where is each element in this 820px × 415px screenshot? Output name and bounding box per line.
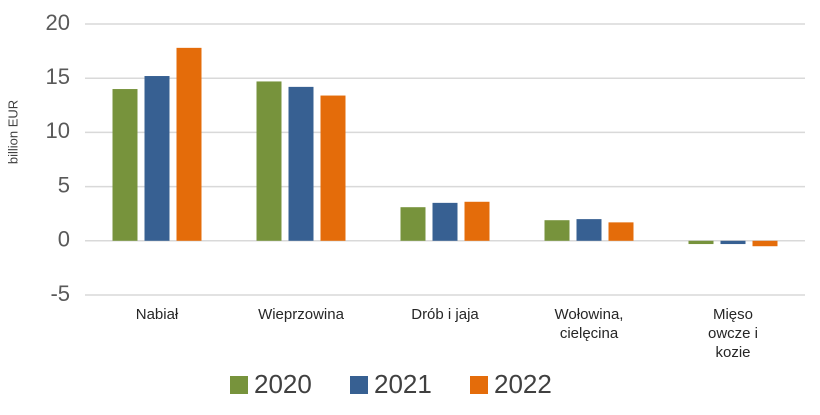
x-tick-label: Mięso owcze i kozie: [708, 306, 758, 361]
bar: [144, 76, 170, 241]
legend-swatch: [350, 376, 368, 394]
y-tick-label: 0: [58, 227, 70, 252]
y-tick-label: 20: [46, 10, 70, 35]
y-axis-label: billion EUR: [5, 100, 20, 164]
bar: [256, 81, 282, 241]
bar: [608, 222, 634, 241]
bar: [288, 86, 314, 241]
x-tick-label: Drób i jaja: [411, 306, 479, 323]
legend-label: 2020: [254, 369, 312, 399]
y-tick-label: 5: [58, 172, 70, 197]
x-tick-label: Wołowina, cielęcina: [555, 306, 624, 342]
bar: [752, 240, 778, 247]
bar: [688, 240, 714, 245]
legend-swatch: [470, 376, 488, 394]
legend-label: 2022: [494, 369, 552, 399]
x-tick-label: Wieprzowina: [258, 306, 345, 323]
bar: [544, 220, 570, 241]
bar: [176, 47, 202, 241]
y-tick-label: 10: [46, 118, 70, 143]
bar: [112, 89, 138, 241]
bar: [464, 201, 490, 241]
y-tick-label: 15: [46, 64, 70, 89]
bar: [720, 240, 746, 245]
bar: [576, 219, 602, 241]
y-tick-label: -5: [50, 281, 70, 306]
legend-label: 2021: [374, 369, 432, 399]
x-tick-label: Nabiał: [136, 306, 179, 323]
bar: [432, 202, 458, 241]
legend-swatch: [230, 376, 248, 394]
bar: [320, 95, 346, 241]
bar: [400, 207, 426, 241]
